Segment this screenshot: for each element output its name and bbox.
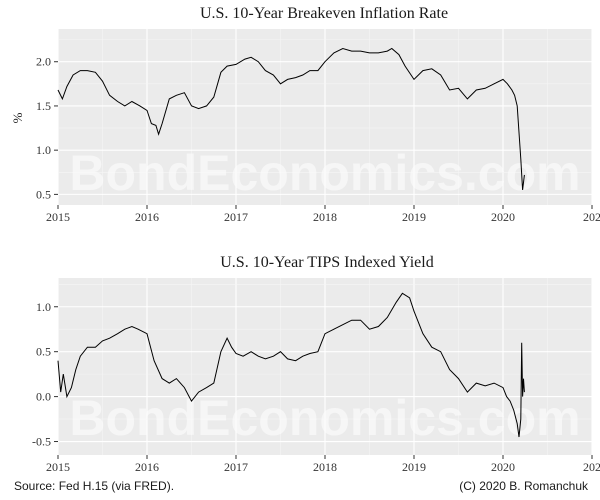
- tips-y-tick-label: 1.0: [36, 300, 51, 314]
- breakeven-y-tick-label: 0.5: [36, 187, 51, 201]
- tips-y-tick-label: 0.5: [36, 345, 51, 359]
- breakeven-x-tick-label: 2015: [46, 210, 70, 224]
- breakeven-x-tick-label: 2017: [224, 210, 248, 224]
- tips-x-tick-label: 2020: [491, 460, 515, 474]
- breakeven-y-tick-label: 2.0: [36, 55, 51, 69]
- breakeven-y-tick-label: 1.5: [36, 99, 51, 113]
- breakeven-x-tick-label: 2019: [402, 210, 426, 224]
- tips-y-tick-label: 0.0: [36, 390, 51, 404]
- breakeven-chart: U.S. 10-Year Breakeven Inflation Rate Bo…: [10, 5, 600, 224]
- breakeven-watermark: BondEconomics.com: [69, 145, 580, 201]
- tips-x-tick-label: 2019: [402, 460, 426, 474]
- tips-chart: U.S. 10-Year TIPS Indexed Yield BondEcon…: [32, 254, 600, 474]
- source-note: Source: Fed H.15 (via FRED).: [14, 479, 174, 493]
- tips-y-tick-label: -0.5: [32, 435, 51, 449]
- tips-x-tick-label: 2015: [46, 460, 70, 474]
- breakeven-series-line: [57, 47, 525, 191]
- breakeven-x-tick-label: 2016: [135, 210, 159, 224]
- breakeven-y-axis-label: %: [10, 112, 25, 123]
- breakeven-x-tick-label: 2020: [491, 210, 515, 224]
- tips-x-tick-label: 2017: [224, 460, 248, 474]
- tips-x-tick-label: 2018: [313, 460, 337, 474]
- tips-watermark: BondEconomics.com: [69, 390, 580, 446]
- breakeven-x-tick-label: 202: [583, 210, 600, 224]
- breakeven-ticks: 2015 2016 2017 2018 2019 2020 202 0.5 1.0 1.5 2.0: [36, 55, 600, 224]
- tips-x-tick-label: 2016: [135, 460, 159, 474]
- tips-grid: [57, 278, 593, 455]
- tips-title: U.S. 10-Year TIPS Indexed Yield: [220, 254, 433, 271]
- breakeven-title: U.S. 10-Year Breakeven Inflation Rate: [200, 5, 448, 22]
- tips-ticks: 2015 2016 2017 2018 2019 2020 202 -0.5 0.0 0.5 1.0: [32, 300, 600, 474]
- breakeven-grid: [57, 29, 593, 205]
- tips-x-tick-label: 202: [583, 460, 600, 474]
- breakeven-y-tick-label: 1.0: [36, 143, 51, 157]
- tips-series-line: [57, 292, 525, 438]
- breakeven-x-tick-label: 2018: [313, 210, 337, 224]
- copyright-note: (C) 2020 B. Romanchuk: [459, 479, 589, 493]
